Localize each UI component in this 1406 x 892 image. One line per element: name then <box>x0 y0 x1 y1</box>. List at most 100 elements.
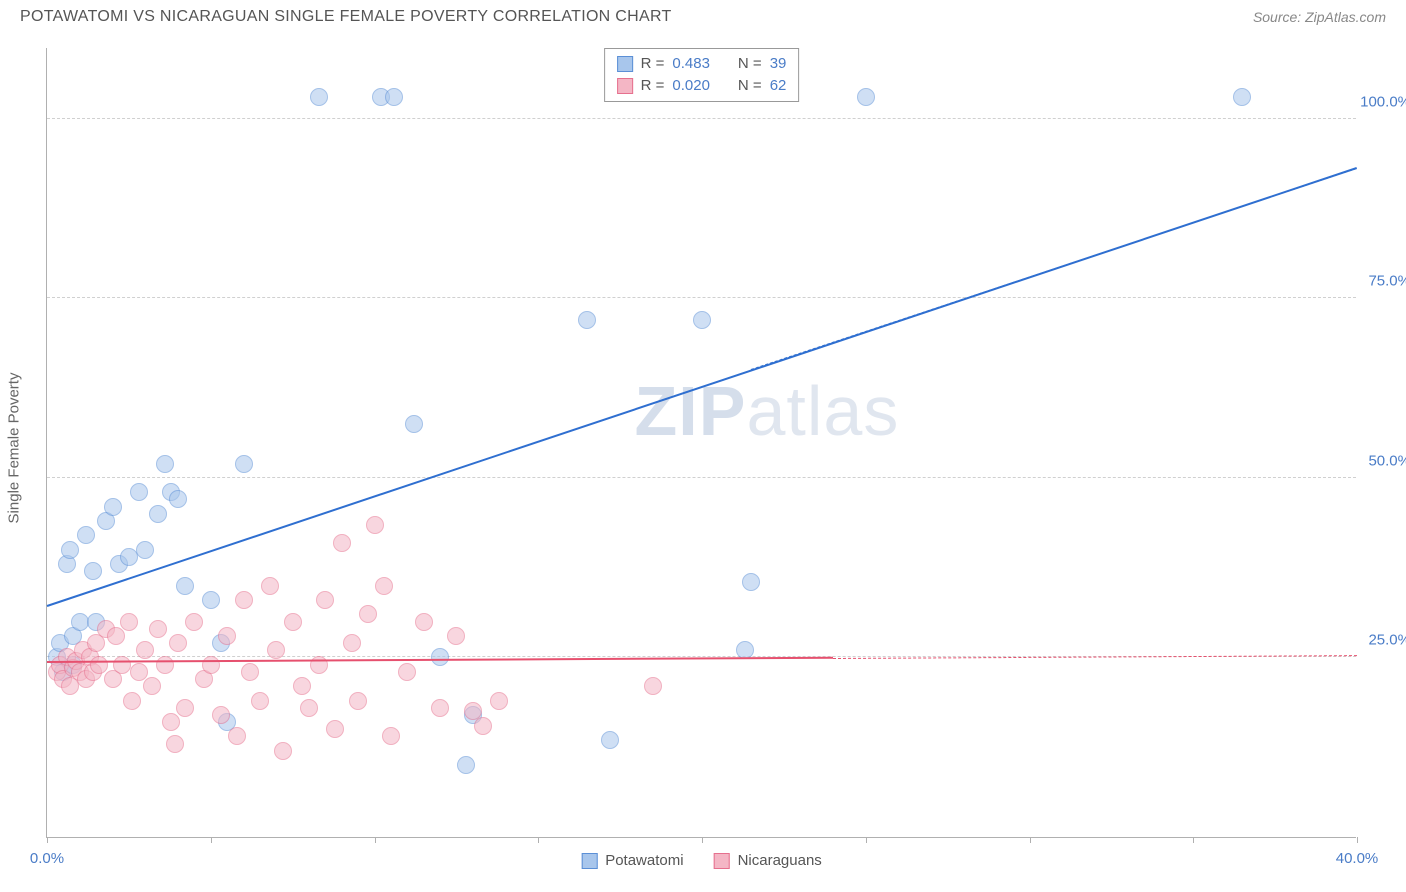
data-point <box>1233 88 1251 106</box>
data-point <box>359 605 377 623</box>
x-tick <box>375 837 376 843</box>
data-point <box>156 656 174 674</box>
data-point <box>84 562 102 580</box>
data-point <box>474 717 492 735</box>
legend-r-label: R = <box>641 53 665 75</box>
data-point <box>162 713 180 731</box>
data-point <box>130 483 148 501</box>
watermark-zip: ZIP <box>635 372 747 450</box>
legend-swatch <box>617 56 633 72</box>
data-point <box>120 548 138 566</box>
data-point <box>415 613 433 631</box>
data-point <box>447 627 465 645</box>
x-tick-label: 40.0% <box>1336 850 1379 867</box>
data-point <box>169 634 187 652</box>
data-point <box>136 641 154 659</box>
x-tick <box>1357 837 1358 843</box>
data-point <box>267 641 285 659</box>
data-point <box>218 627 236 645</box>
watermark: ZIPatlas <box>635 371 900 451</box>
data-point <box>601 731 619 749</box>
x-tick <box>538 837 539 843</box>
x-tick <box>211 837 212 843</box>
data-point <box>366 516 384 534</box>
data-point <box>385 88 403 106</box>
data-point <box>343 634 361 652</box>
data-point <box>293 677 311 695</box>
data-point <box>143 677 161 695</box>
data-point <box>857 88 875 106</box>
data-point <box>310 656 328 674</box>
data-point <box>644 677 662 695</box>
data-point <box>235 591 253 609</box>
data-point <box>333 534 351 552</box>
data-point <box>185 613 203 631</box>
data-point <box>398 663 416 681</box>
data-point <box>326 720 344 738</box>
y-tick-label: 25.0% <box>1368 632 1406 649</box>
legend-r-value: 0.020 <box>672 75 710 97</box>
data-point <box>742 573 760 591</box>
data-point <box>316 591 334 609</box>
data-point <box>251 692 269 710</box>
legend-row: R = 0.020 N = 62 <box>617 75 787 97</box>
gridline <box>47 118 1356 119</box>
x-tick-label: 0.0% <box>30 850 64 867</box>
y-tick-label: 50.0% <box>1368 452 1406 469</box>
legend-swatch <box>714 853 730 869</box>
chart-container: Single Female Poverty ZIPatlas R = 0.483… <box>0 28 1406 868</box>
x-tick <box>1193 837 1194 843</box>
legend-swatch <box>617 78 633 94</box>
y-tick-label: 100.0% <box>1360 93 1406 110</box>
data-point <box>77 526 95 544</box>
data-point <box>176 577 194 595</box>
data-point <box>136 541 154 559</box>
data-point <box>169 490 187 508</box>
data-point <box>382 727 400 745</box>
x-tick <box>702 837 703 843</box>
gridline <box>47 297 1356 298</box>
trendline-dash <box>751 168 1357 370</box>
data-point <box>149 505 167 523</box>
chart-title: POTAWATOMI VS NICARAGUAN SINGLE FEMALE P… <box>20 8 672 26</box>
data-point <box>578 311 596 329</box>
gridline <box>47 477 1356 478</box>
data-point <box>149 620 167 638</box>
legend-r-label: R = <box>641 75 665 97</box>
data-point <box>130 663 148 681</box>
y-axis-label: Single Female Poverty <box>6 373 23 524</box>
data-point <box>310 88 328 106</box>
data-point <box>241 663 259 681</box>
source-attribution: Source: ZipAtlas.com <box>1253 9 1386 25</box>
legend-n-label: N = <box>738 75 762 97</box>
data-point <box>431 699 449 717</box>
data-point <box>61 541 79 559</box>
data-point <box>431 648 449 666</box>
data-point <box>405 415 423 433</box>
data-point <box>490 692 508 710</box>
data-point <box>156 455 174 473</box>
data-point <box>120 613 138 631</box>
data-point <box>202 656 220 674</box>
legend-n-label: N = <box>738 53 762 75</box>
data-point <box>104 498 122 516</box>
legend-r-value: 0.483 <box>672 53 710 75</box>
series-name: Nicaraguans <box>738 852 822 869</box>
series-legend-item: Potawatomi <box>581 852 683 869</box>
data-point <box>113 656 131 674</box>
series-name: Potawatomi <box>605 852 683 869</box>
data-point <box>123 692 141 710</box>
legend-n-value: 62 <box>770 75 787 97</box>
legend-row: R = 0.483N = 39 <box>617 53 787 75</box>
correlation-legend: R = 0.483N = 39R = 0.020N = 62 <box>604 48 800 102</box>
data-point <box>235 455 253 473</box>
data-point <box>212 706 230 724</box>
data-point <box>274 742 292 760</box>
data-point <box>90 656 108 674</box>
data-point <box>176 699 194 717</box>
plot-area: ZIPatlas R = 0.483N = 39R = 0.020N = 62 … <box>46 48 1356 838</box>
watermark-atlas: atlas <box>746 372 899 450</box>
data-point <box>349 692 367 710</box>
data-point <box>284 613 302 631</box>
x-tick <box>866 837 867 843</box>
